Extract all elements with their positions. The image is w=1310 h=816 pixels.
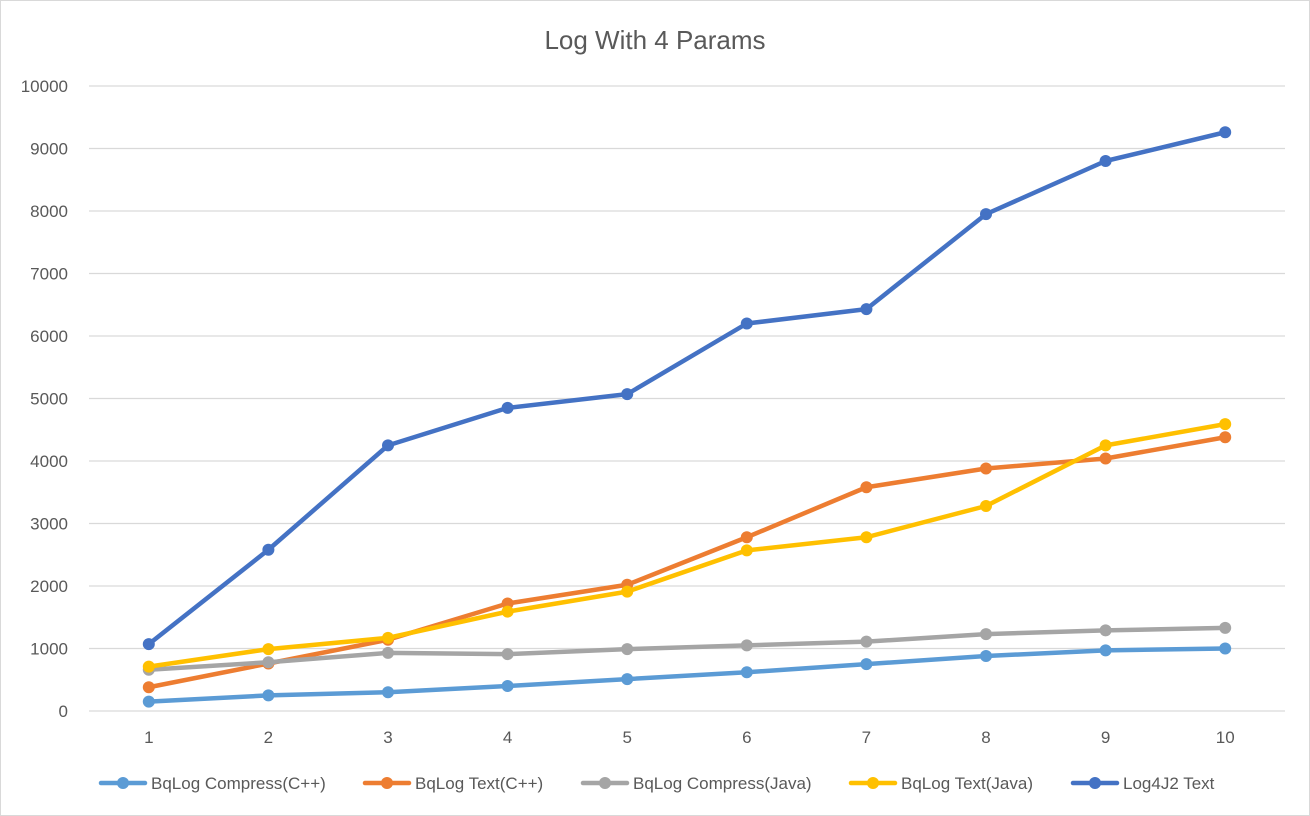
data-point — [860, 303, 873, 316]
x-tick-label: 10 — [1216, 728, 1235, 747]
data-point — [262, 689, 275, 702]
series-lines — [142, 126, 1232, 708]
x-tick-label: 7 — [862, 728, 871, 747]
legend-label: Log4J2 Text — [1123, 774, 1215, 793]
x-tick-label: 8 — [981, 728, 990, 747]
data-point — [621, 585, 634, 598]
data-point — [262, 543, 275, 556]
gridlines — [89, 85, 1285, 712]
y-axis-ticks: 0 1000 2000 3000 4000 5000 6000 7000 8000 9000 100… — [21, 77, 68, 721]
data-point — [262, 656, 275, 669]
series-line — [146, 421, 1228, 669]
data-point — [501, 648, 514, 661]
data-point — [740, 639, 753, 652]
legend-item: BqLog Compress(Java) — [580, 774, 812, 793]
y-tick-label: 9000 — [30, 140, 68, 159]
y-tick-label: 4000 — [30, 452, 68, 471]
y-tick-label: 0 — [59, 702, 68, 721]
data-point — [382, 646, 394, 659]
legend-label: BqLog Text(Java) — [901, 774, 1033, 793]
data-point — [382, 631, 394, 644]
data-point — [142, 660, 155, 673]
data-point — [142, 638, 155, 651]
x-tick-label: 6 — [742, 728, 751, 747]
data-point — [740, 531, 753, 544]
y-tick-label: 7000 — [30, 265, 68, 284]
data-point — [1219, 418, 1232, 431]
y-tick-label: 1000 — [30, 640, 68, 659]
y-tick-label: 10000 — [21, 77, 68, 96]
data-point — [980, 650, 992, 662]
y-tick-label: 3000 — [30, 515, 68, 534]
data-point — [621, 643, 634, 656]
data-point — [382, 439, 394, 452]
y-tick-label: 2000 — [30, 577, 68, 596]
x-tick-label: 3 — [383, 728, 392, 747]
y-tick-label: 8000 — [30, 202, 68, 221]
y-tick-label: 5000 — [30, 390, 68, 409]
data-point — [501, 680, 514, 692]
series-line — [146, 130, 1228, 647]
series-line — [146, 625, 1228, 672]
legend-label: BqLog Compress(Java) — [633, 774, 812, 793]
data-point — [860, 481, 873, 494]
legend-item: BqLog Compress(C++) — [98, 774, 326, 793]
data-point — [740, 317, 753, 330]
data-point — [262, 643, 275, 656]
data-point — [740, 544, 753, 557]
data-point — [1099, 439, 1112, 452]
legend-label: BqLog Text(C++) — [415, 774, 543, 793]
legend: BqLog Compress(C++) BqLog Text(C++) BqLog … — [98, 774, 1215, 793]
x-tick-label: 5 — [622, 728, 631, 747]
data-point — [860, 658, 873, 671]
data-point — [1219, 642, 1232, 655]
data-point — [501, 605, 514, 618]
chart-title: Log With 4 Params — [544, 25, 765, 55]
x-tick-label: 9 — [1101, 728, 1110, 747]
y-tick-label: 6000 — [30, 327, 68, 346]
legend-item: BqLog Text(Java) — [848, 774, 1033, 793]
data-point — [860, 531, 873, 544]
data-point — [142, 695, 155, 708]
data-point — [621, 673, 634, 686]
series-line — [146, 435, 1228, 690]
data-point — [382, 686, 394, 699]
series-group — [142, 621, 1232, 676]
data-point — [621, 388, 634, 401]
x-tick-label: 4 — [503, 728, 512, 747]
legend-swatch-marker — [599, 777, 611, 789]
data-point — [1099, 155, 1112, 167]
data-point — [1219, 126, 1232, 139]
x-tick-label: 1 — [144, 728, 153, 747]
legend-swatch-marker — [867, 777, 879, 789]
data-point — [501, 401, 514, 414]
data-point — [980, 628, 992, 641]
data-point — [860, 635, 873, 648]
data-point — [1099, 624, 1112, 637]
legend-swatch-marker — [381, 777, 393, 789]
legend-item: BqLog Text(C++) — [362, 774, 543, 793]
data-point — [1219, 431, 1232, 444]
legend-label: BqLog Compress(C++) — [151, 774, 326, 793]
legend-item: Log4J2 Text — [1070, 774, 1215, 793]
legend-swatch-marker — [1089, 777, 1101, 789]
legend-swatch-marker — [117, 777, 129, 789]
x-tick-label: 2 — [264, 728, 273, 747]
series-group — [142, 642, 1232, 708]
data-point — [1219, 621, 1232, 634]
data-point — [980, 208, 992, 221]
data-point — [1099, 644, 1112, 657]
series-group — [142, 418, 1232, 673]
data-point — [1099, 452, 1112, 465]
data-point — [740, 666, 753, 679]
data-point — [142, 681, 155, 694]
series-line — [146, 646, 1228, 704]
data-point — [980, 500, 992, 512]
x-axis-ticks: 1 2 3 4 5 6 7 8 9 10 — [144, 728, 1235, 747]
data-point — [980, 462, 992, 475]
series-group — [142, 126, 1232, 651]
